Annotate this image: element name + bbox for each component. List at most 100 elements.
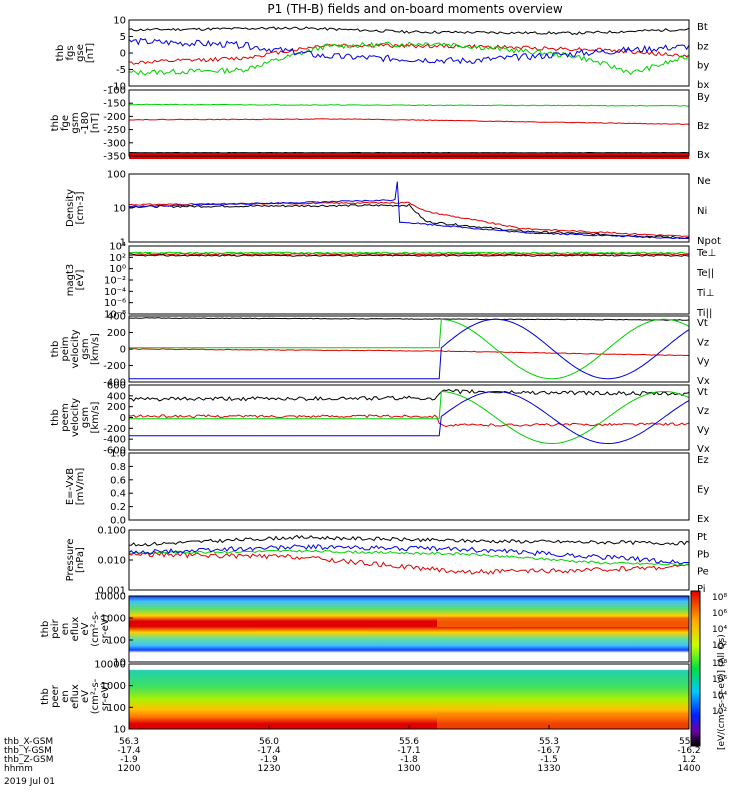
legend-pe: Pe — [697, 567, 709, 578]
legend-ti||: Ti|| — [696, 308, 712, 319]
y-tick-label: 10⁻⁴ — [104, 287, 126, 298]
legend-vt: Vt — [697, 318, 708, 329]
colorbar-tick: 10² — [712, 707, 727, 717]
colorbar-tick: 10² — [712, 641, 727, 651]
panel-density-traces — [128, 181, 690, 240]
colorbar-tick: 10⁴ — [712, 625, 727, 635]
y-tick-label: 0.0 — [110, 516, 126, 527]
y-tick-label: 400 — [107, 312, 126, 323]
y-axis-label: thb — [50, 341, 61, 358]
y-tick-label: 10⁰ — [109, 264, 126, 275]
x-row-label: hhmm — [4, 764, 33, 774]
y-tick-label: -200 — [103, 361, 126, 372]
legend-vx: Vx — [697, 376, 710, 387]
panel-peim-velocity: 400 200 0 -200 -400 thb peim velocity gsm [km/s] V… — [50, 312, 710, 389]
y-axis-label: (cm²-s- — [90, 678, 101, 714]
panel-peir-spectrogram-traces — [129, 596, 689, 662]
colorbar: 10⁸ 10⁶ 10⁴ 10² 10⁸ 10⁶ 10⁴ 10² [eV/(cm²-s-sr-e… — [690, 590, 727, 750]
y-tick-label: -100 — [103, 86, 126, 97]
x-row-value: -17.4 — [257, 746, 281, 756]
panel-fgs-gse-traces — [128, 26, 690, 76]
panel-density: 100 10 1 Density [cm-3] Ne Ni Npot — [65, 170, 721, 249]
bx-trace — [128, 37, 690, 65]
panel-pressure: 0.100 0.010 0.001 Pressure [nPa] Pt Pb Pe Pi — [65, 526, 709, 597]
legend-vy: Vy — [697, 425, 710, 436]
y-axis-label: peir — [50, 618, 61, 638]
vy-trace — [129, 318, 690, 380]
y-axis-label: gse — [75, 44, 86, 62]
y-tick-label: 10000 — [94, 660, 126, 671]
legend-te||: Te|| — [696, 268, 714, 279]
y-tick-label: 10 — [113, 204, 126, 215]
y-tick-label: 1000 — [101, 681, 126, 692]
y-axis-label: eflux — [70, 617, 81, 642]
y-axis-label: [eV] — [75, 270, 86, 291]
legend-bz: Bz — [697, 121, 709, 132]
panel-fgs-gse: 10 5 0 -5 -10 thb fgs gse [nT] Bt bz by bx — [55, 16, 709, 93]
y-tick-label: 10 — [113, 658, 126, 669]
legend-pb: Pb — [697, 549, 709, 560]
legend-ne: Ne — [697, 176, 711, 187]
legend-ti⊥: Ti⊥ — [696, 288, 714, 299]
pi-trace — [128, 544, 690, 565]
legend-vz: Vz — [697, 337, 709, 348]
y-tick-label: 10⁻⁸ — [104, 310, 126, 321]
legend-vt: Vt — [697, 387, 708, 398]
y-axis-label: thb — [50, 115, 61, 132]
vz-trace — [128, 348, 690, 357]
y-axis-label: sr-eV) — [100, 614, 111, 643]
y-tick-label: -10 — [110, 82, 126, 93]
pb-trace — [128, 551, 690, 575]
y-tick-label: 600 — [107, 381, 126, 392]
legend-vy: Vy — [697, 357, 710, 368]
y-tick-label: 1000 — [101, 614, 126, 625]
y-tick-label: -5 — [116, 65, 126, 76]
y-tick-label: 200 — [107, 402, 126, 413]
y-tick-label: 0 — [120, 413, 126, 424]
y-axis-label: E=-VxB — [65, 468, 76, 505]
panel-fge-gsm-frame — [128, 89, 690, 157]
figure-title: P1 (TH-B) fields and on-board moments ov… — [267, 2, 563, 16]
x-row-value: 1300 — [398, 764, 421, 774]
x-row-value: -1.9 — [260, 755, 278, 765]
y-axis-label: thb — [55, 45, 66, 62]
y-tick-label: 100 — [107, 703, 126, 714]
colorbar-tick: 10⁶ — [712, 609, 727, 619]
bz-trace — [129, 118, 690, 126]
x-row-value: 55.3 — [539, 737, 559, 747]
peer-spectrogram-drop — [437, 712, 689, 729]
y-axis-label: peim — [60, 336, 71, 361]
x-row-value: -1.9 — [120, 755, 138, 765]
x-row-value: -17.4 — [117, 746, 141, 756]
y-axis-label: fgs — [65, 45, 76, 60]
y-tick-label: 400 — [107, 391, 126, 402]
y-axis-label: eV — [80, 690, 91, 703]
legend-ex: Ex — [697, 514, 709, 525]
vx-trace — [129, 391, 690, 444]
y-tick-label: -250 — [103, 125, 126, 136]
legend-pi: Pi — [697, 584, 706, 595]
panel-peer-spectrogram: 10000 1000 100 10 thb peer en eflux eV (cm²-s-sr-… — [40, 660, 690, 736]
y-axis-label: en — [60, 690, 71, 703]
y-axis-label: thb — [40, 621, 51, 638]
x-row-value: 1330 — [538, 764, 561, 774]
y-tick-label: 100 — [107, 170, 126, 181]
x-row-value: -1.8 — [400, 755, 418, 765]
y-axis-label: fge — [60, 115, 71, 131]
ne-trace — [128, 201, 690, 238]
legend-bt: Bt — [697, 22, 708, 33]
y-tick-label: 0.100 — [97, 526, 126, 537]
legend-te⊥: Te⊥ — [696, 248, 716, 259]
x-row-label: thb_Y-GSM — [4, 746, 52, 756]
y-tick-label: -300 — [103, 138, 126, 149]
pe-trace — [128, 549, 690, 567]
y-tick-label: 10⁻² — [104, 276, 126, 287]
pt-trace — [129, 534, 690, 547]
y-tick-label: 5 — [120, 32, 126, 43]
y-tick-label: 0 — [120, 49, 126, 60]
y-axis-label: sr-eV) — [100, 682, 111, 711]
colorbar-tick: 10⁶ — [712, 675, 727, 685]
y-axis-label: [nPa] — [75, 547, 86, 573]
colorbar-tick: 10⁸ — [712, 593, 727, 603]
